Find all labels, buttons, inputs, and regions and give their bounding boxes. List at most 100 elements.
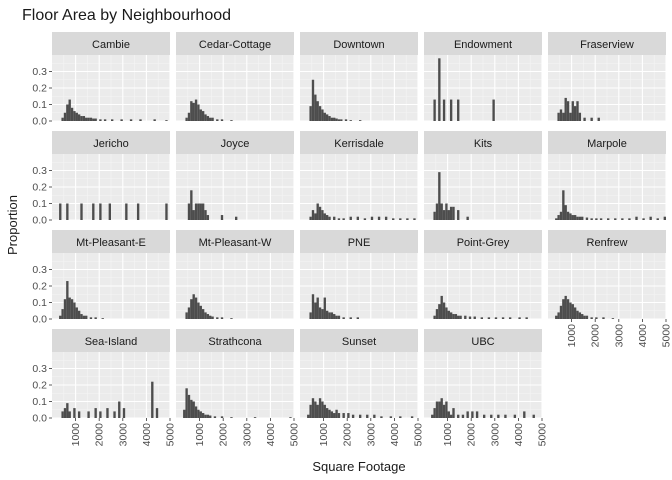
histogram-bar (59, 315, 62, 319)
histogram-bar (562, 112, 565, 121)
facet-label: Point-Grey (457, 237, 510, 249)
histogram-bar (80, 314, 83, 319)
histogram-bar (99, 411, 102, 418)
histogram-bar (576, 310, 579, 319)
histogram-bar (151, 381, 154, 418)
histogram-bar (557, 215, 560, 220)
histogram-bar (165, 203, 168, 220)
histogram-bar (192, 401, 195, 418)
histogram-bar (585, 217, 589, 220)
histogram-bar (377, 216, 381, 220)
histogram-bar (494, 317, 498, 319)
histogram-bar (573, 215, 577, 220)
histogram-bar (583, 315, 586, 319)
histogram-bar (447, 411, 450, 418)
histogram-bar (597, 117, 600, 121)
histogram-bar (578, 112, 582, 121)
x-tick-label: 1000 (442, 423, 454, 447)
histogram-bar (89, 117, 93, 121)
facet-panel: Sea-Island 0.0 0.1 0.2 0.3 1000 2000 3000 4000 50… (32, 329, 177, 447)
histogram-bar (309, 312, 312, 319)
y-axis-title: Proportion (5, 195, 20, 255)
y-tick-label: 0.3 (32, 66, 47, 78)
histogram-bar (68, 297, 71, 319)
histogram-bar (621, 218, 624, 220)
histogram-bar (513, 414, 517, 418)
histogram-bar (447, 310, 450, 319)
x-tick-label: 5000 (413, 423, 425, 447)
histogram-bar (490, 414, 493, 418)
histogram-bar (335, 118, 338, 121)
histogram-bar (85, 315, 88, 319)
histogram-bar (183, 409, 186, 418)
histogram-bar (80, 116, 83, 121)
histogram-bar (349, 120, 352, 121)
histogram-bar (314, 302, 317, 319)
histogram-bar (328, 216, 331, 220)
facet-strip (548, 230, 666, 253)
histogram-bar (435, 401, 439, 418)
histogram-bar (87, 411, 90, 418)
histogram-bar (213, 416, 217, 418)
histogram-bar (325, 408, 329, 418)
y-tick-label: 0.0 (32, 413, 47, 425)
histogram-bar (440, 398, 443, 418)
histogram-bar (199, 203, 202, 220)
histogram-bar (557, 312, 560, 319)
histogram-bar (82, 315, 86, 319)
histogram-bar (194, 203, 198, 220)
histogram-bar (206, 215, 210, 220)
histogram-bar (77, 310, 81, 319)
histogram-bar (337, 413, 341, 418)
histogram-bar (564, 295, 567, 319)
histogram-bar (318, 106, 322, 121)
histogram-bar (452, 314, 455, 319)
histogram-bar (235, 216, 238, 220)
facet-label: Kerrisdale (334, 138, 384, 150)
histogram-bar (197, 409, 200, 418)
histogram-bar (337, 315, 341, 319)
x-tick-label: 2000 (94, 423, 106, 447)
histogram-bar (410, 416, 414, 418)
histogram-bar (106, 408, 109, 418)
facet-label: Cambie (92, 39, 130, 51)
histogram-bar (445, 203, 448, 220)
facet-label: PNE (348, 237, 371, 249)
histogram-bar (532, 414, 535, 418)
y-tick-label: 0.1 (32, 198, 47, 210)
histogram-bar (449, 312, 453, 319)
histogram-bar (461, 414, 465, 418)
histogram-bar (399, 218, 402, 220)
histogram-bar (333, 216, 336, 220)
histogram-bar (337, 218, 341, 220)
y-tick-label: 0.2 (32, 83, 47, 95)
histogram-bar (483, 414, 486, 418)
histogram-bar (165, 120, 168, 121)
histogram-bar (199, 109, 202, 121)
facet-label: Renfrew (587, 237, 628, 249)
histogram-bar (559, 211, 563, 220)
histogram-bar (316, 203, 319, 220)
histogram-bar (508, 317, 512, 319)
histogram-bar (566, 101, 570, 121)
histogram-bar (311, 79, 315, 121)
histogram-bar (438, 401, 441, 418)
histogram-bar (197, 302, 200, 319)
histogram-bar (642, 218, 645, 220)
histogram-bar (187, 307, 191, 319)
x-tick-label: 1000 (194, 423, 206, 447)
histogram-bar (663, 216, 666, 220)
histogram-bar (197, 104, 200, 121)
histogram-bar (564, 97, 567, 121)
x-tick-label: 1000 (566, 324, 578, 348)
histogram-bar (316, 297, 319, 319)
y-tick-label: 0.2 (32, 182, 47, 194)
histogram-bar (209, 415, 212, 418)
histogram-bar (211, 316, 214, 319)
histogram-bar (125, 203, 128, 220)
facet-strip (424, 131, 542, 154)
histogram-bar (185, 388, 188, 418)
facet-strip (300, 329, 418, 352)
